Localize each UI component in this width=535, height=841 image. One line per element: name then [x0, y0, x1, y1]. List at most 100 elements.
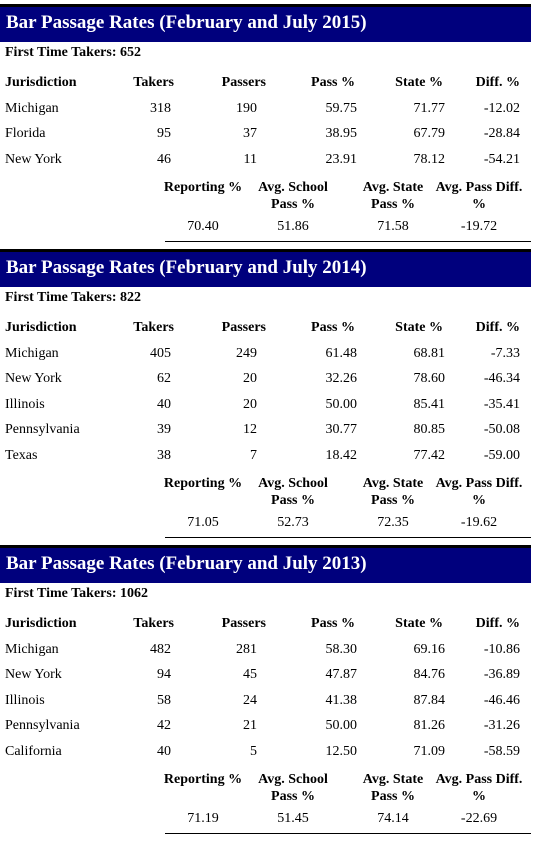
column-header-passers: Passers [221, 616, 266, 631]
cell-jurisdiction: Michigan [5, 345, 59, 361]
column-header-row: Jurisdiction Takers Passers Pass % State % Di… [0, 75, 531, 97]
cell-state-pct: 78.60 [413, 371, 446, 386]
summary-value-avg-state-pass: 72.35 [377, 515, 409, 530]
cell-state-pct: 77.42 [413, 447, 446, 463]
cell-pass-pct: 50.00 [325, 396, 358, 412]
summary-value-avg-state-pass: 71.58 [377, 219, 409, 234]
cell-jurisdiction: New York [5, 151, 62, 167]
column-header-takers: Takers [133, 616, 174, 631]
summary-label-avg-pass-diff: Avg. Pass Diff. % [435, 476, 523, 508]
cell-passers: 24 [243, 692, 257, 708]
summary-label-reporting-pct: Reporting % [163, 476, 243, 491]
table-row: Michigan 318 190 59.75 71.77 -12.02 [0, 101, 531, 123]
column-header-jurisdiction: Jurisdiction [5, 616, 77, 631]
cell-passers: 281 [236, 641, 257, 657]
cell-state-pct: 71.77 [413, 100, 446, 116]
cell-takers: 42 [157, 718, 171, 733]
cell-passers: 37 [243, 126, 257, 141]
cell-state-pct: 68.81 [413, 345, 446, 361]
cell-diff-pct: -36.89 [483, 667, 520, 682]
cell-takers: 39 [157, 422, 171, 437]
cell-diff-pct: -58.59 [483, 743, 520, 759]
cell-takers: 318 [150, 100, 171, 116]
column-header-state-pct: State % [395, 75, 443, 90]
column-header-diff-pct: Diff. % [475, 320, 520, 335]
table-row: Illinois 40 20 50.00 85.41 -35.41 [0, 397, 531, 419]
cell-takers: 38 [157, 447, 171, 463]
cell-passers: 45 [243, 667, 257, 682]
summary-value-avg-pass-diff: -22.69 [460, 811, 498, 826]
column-header-diff-pct: Diff. % [475, 75, 520, 90]
column-header-passers: Passers [221, 75, 266, 90]
cell-diff-pct: -46.34 [483, 371, 520, 386]
cell-pass-pct: 61.48 [325, 345, 358, 361]
summary-label-avg-school-pass: Avg. School Pass % [258, 476, 328, 508]
cell-pass-pct: 23.91 [325, 151, 358, 167]
summary-value-avg-pass-diff: -19.72 [460, 219, 498, 234]
cell-diff-pct: -35.41 [483, 396, 520, 412]
column-header-takers: Takers [133, 75, 174, 90]
summary-value-avg-school-pass: 51.45 [277, 811, 309, 826]
cell-takers: 95 [157, 126, 171, 141]
cell-diff-pct: -7.33 [490, 345, 520, 361]
first-time-takers: First Time Takers: 1062 [5, 586, 148, 601]
cell-passers: 20 [243, 396, 257, 412]
cell-passers: 5 [250, 743, 257, 759]
table-row: Pennsylvania 39 12 30.77 80.85 -50.08 [0, 422, 531, 444]
summary-divider [165, 537, 531, 538]
summary-label-avg-school-pass: Avg. School Pass % [258, 180, 328, 212]
cell-diff-pct: -50.08 [483, 422, 520, 437]
table-row: California 40 5 12.50 71.09 -58.59 [0, 744, 531, 766]
cell-diff-pct: -10.86 [483, 641, 520, 657]
cell-pass-pct: 12.50 [325, 743, 358, 759]
cell-pass-pct: 59.75 [325, 100, 358, 116]
cell-pass-pct: 47.87 [325, 667, 358, 682]
column-header-pass-pct: Pass % [311, 616, 355, 631]
summary-divider [165, 241, 531, 242]
table-row: Michigan 405 249 61.48 68.81 -7.33 [0, 346, 531, 368]
cell-jurisdiction: Michigan [5, 100, 59, 116]
cell-passers: 21 [243, 718, 257, 733]
cell-jurisdiction: New York [5, 667, 62, 682]
summary-value-avg-school-pass: 52.73 [277, 515, 309, 530]
column-header-row: Jurisdiction Takers Passers Pass % State % Di… [0, 320, 531, 342]
column-header-takers: Takers [133, 320, 174, 335]
table-row: Pennsylvania 42 21 50.00 81.26 -31.26 [0, 718, 531, 740]
table-row: Illinois 58 24 41.38 87.84 -46.46 [0, 693, 531, 715]
cell-jurisdiction: Florida [5, 126, 46, 141]
column-header-state-pct: State % [395, 616, 443, 631]
summary-value-reporting-pct: 71.05 [187, 515, 219, 530]
cell-diff-pct: -46.46 [483, 692, 520, 708]
section-header: Bar Passage Rates (February and July 201… [0, 4, 531, 42]
first-time-takers: First Time Takers: 822 [5, 290, 141, 305]
column-header-row: Jurisdiction Takers Passers Pass % State % Di… [0, 616, 531, 638]
cell-passers: 12 [243, 422, 257, 437]
cell-jurisdiction: Illinois [5, 692, 45, 708]
summary-value-reporting-pct: 70.40 [187, 219, 219, 234]
cell-diff-pct: -12.02 [483, 100, 520, 116]
table-row: New York 94 45 47.87 84.76 -36.89 [0, 667, 531, 689]
cell-passers: 20 [243, 371, 257, 386]
cell-state-pct: 87.84 [413, 692, 446, 708]
summary-divider [165, 833, 531, 834]
summary-label-avg-pass-diff: Avg. Pass Diff. % [435, 180, 523, 212]
cell-takers: 40 [157, 743, 171, 759]
cell-pass-pct: 58.30 [325, 641, 358, 657]
cell-state-pct: 85.41 [413, 396, 446, 412]
cell-takers: 94 [157, 667, 171, 682]
column-header-passers: Passers [221, 320, 266, 335]
cell-pass-pct: 41.38 [325, 692, 358, 708]
first-time-takers: First Time Takers: 652 [5, 45, 141, 60]
cell-diff-pct: -31.26 [483, 718, 520, 733]
cell-jurisdiction: Pennsylvania [5, 718, 80, 733]
summary-label-avg-state-pass: Avg. State Pass % [362, 180, 424, 212]
section-title: Bar Passage Rates (February and July 201… [6, 553, 367, 574]
cell-pass-pct: 38.95 [325, 126, 358, 141]
cell-pass-pct: 50.00 [325, 718, 358, 733]
cell-state-pct: 80.85 [413, 422, 446, 437]
summary-label-reporting-pct: Reporting % [163, 772, 243, 787]
section-header: Bar Passage Rates (February and July 201… [0, 545, 531, 583]
cell-state-pct: 81.26 [413, 718, 446, 733]
summary-value-avg-state-pass: 74.14 [377, 811, 409, 826]
table-row: Michigan 482 281 58.30 69.16 -10.86 [0, 642, 531, 664]
